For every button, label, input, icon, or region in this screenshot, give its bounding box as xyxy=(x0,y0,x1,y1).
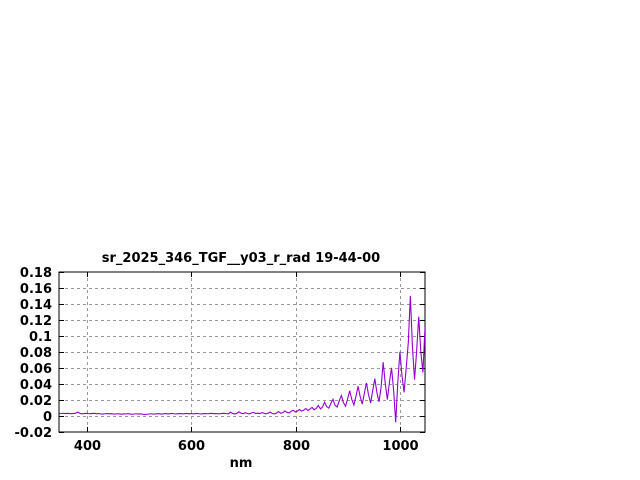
x-tick-label: 400 xyxy=(74,439,101,454)
y-tick-label: 0.14 xyxy=(20,298,52,313)
y-axis-tick-labels: -0.0200.020.040.060.080.10.120.140.160.1… xyxy=(15,266,52,441)
y-tick-label: 0.08 xyxy=(20,346,52,361)
x-tick-label: 600 xyxy=(178,439,205,454)
data-line-1 xyxy=(59,295,425,423)
chart-title: sr_2025_346_TGF__y03_r_rad 19-44-00 xyxy=(102,251,380,266)
y-tick-label: 0.06 xyxy=(20,362,52,377)
y-tick-label: 0.18 xyxy=(20,266,52,281)
y-tick-label: 0.02 xyxy=(20,394,52,409)
y-tick-label: 0 xyxy=(43,410,52,425)
x-axis-tick-labels: 400 600 800 1000 xyxy=(74,439,419,454)
x-tick-label: 1000 xyxy=(382,439,418,454)
y-tick-label: 0.12 xyxy=(20,314,52,329)
y-tick-label: 0.04 xyxy=(20,378,52,393)
y-tick-label: 0.1 xyxy=(29,330,52,345)
y-tick-label: 0.16 xyxy=(20,282,52,297)
plot-frame xyxy=(58,271,426,433)
x-axis-label: nm xyxy=(230,456,253,471)
y-tick-label: -0.02 xyxy=(15,426,52,441)
data-series-group xyxy=(59,295,425,423)
gridlines xyxy=(59,272,425,432)
x-tick-label: 800 xyxy=(283,439,310,454)
